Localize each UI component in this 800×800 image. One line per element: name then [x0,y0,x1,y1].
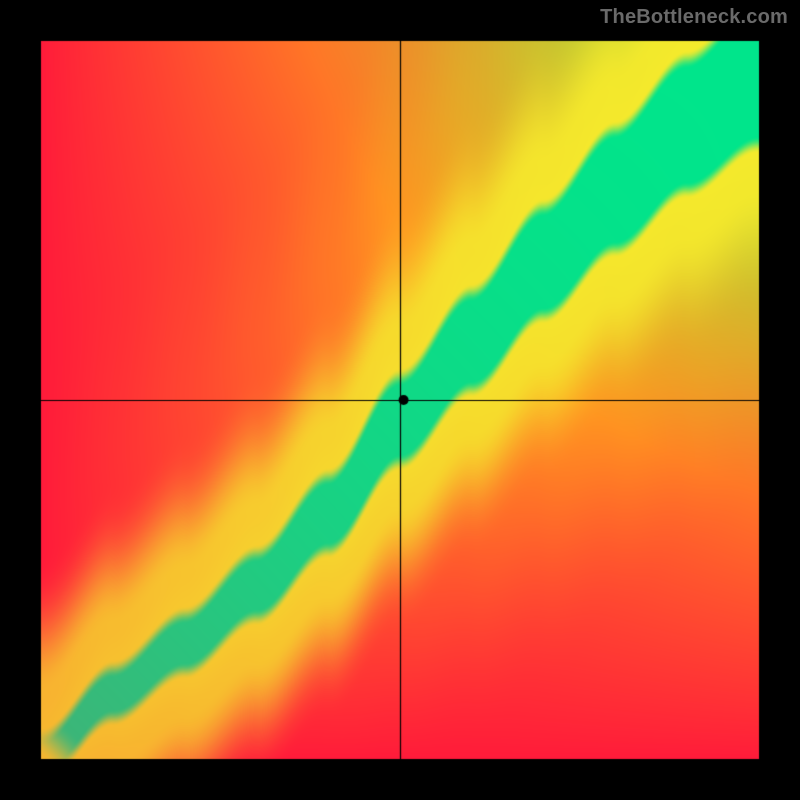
watermark-text: TheBottleneck.com [600,6,788,29]
chart-container: TheBottleneck.com [0,0,800,800]
bottleneck-heatmap [0,0,800,800]
